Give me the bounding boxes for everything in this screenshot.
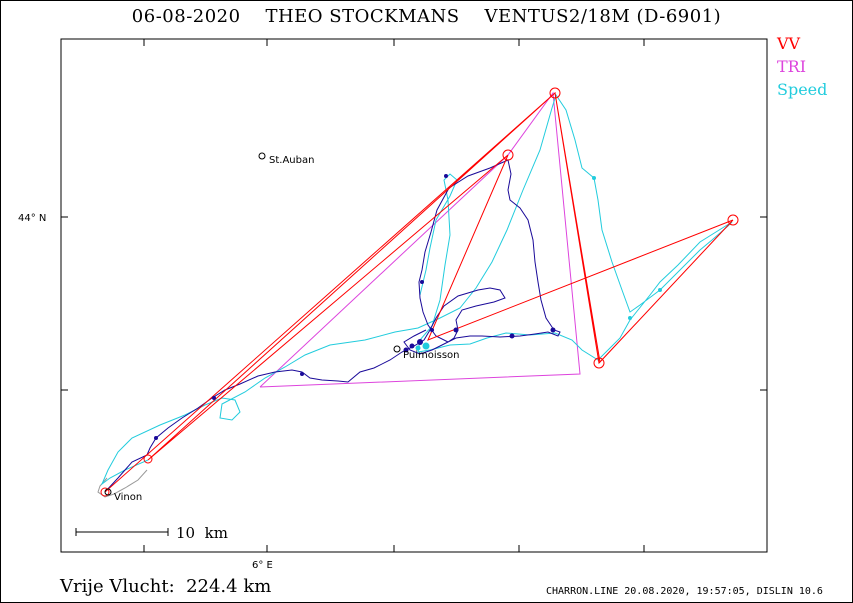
- map-frame: [60, 38, 768, 553]
- turnpoint-4: [593, 357, 605, 369]
- distance-summary: Vrije Vlucht: 224.4 km: [60, 576, 272, 597]
- turnpoint-2: [502, 149, 514, 161]
- speed-markers: [415, 176, 662, 351]
- place-label-st-auban: St.Auban: [269, 155, 314, 166]
- main-track: [104, 159, 561, 493]
- grey-track: [97, 469, 148, 498]
- axis-ticks: [61, 39, 767, 552]
- tri-track: [259, 91, 581, 388]
- longitude-label: 6° E: [252, 560, 273, 571]
- turnpoint-5: [143, 454, 153, 464]
- legend-speed: Speed: [777, 80, 828, 99]
- turnpoint-3: [727, 214, 739, 226]
- latitude-label: 44° N: [18, 213, 46, 224]
- thermal-markers: [154, 174, 556, 440]
- place-marker-puimoisson: [393, 345, 401, 353]
- flight-date: 06-08-2020: [131, 6, 241, 27]
- scale-bar: [75, 528, 169, 536]
- place-marker-st-auban: [258, 152, 266, 160]
- pilot-name: THEO STOCKMANS: [265, 6, 460, 27]
- scale-label: 10 km: [176, 524, 228, 542]
- place-label-vinon: Vinon: [114, 492, 142, 503]
- speed-track: [100, 93, 733, 486]
- place-marker-vinon: [104, 488, 112, 496]
- place-label-puimoisson: Puimoisson: [403, 350, 459, 361]
- credit-line: CHARRON.LINE 20.08.2020, 19:57:05, DISLI…: [546, 586, 823, 597]
- turnpoint-6: [100, 487, 110, 497]
- vv-track: [104, 92, 734, 493]
- turnpoint-markers: [100, 87, 739, 497]
- legend-vv: VV: [777, 34, 801, 53]
- legend-tri: TRI: [777, 57, 807, 76]
- turnpoint-1: [549, 87, 561, 99]
- chart-title: 06-08-2020 THEO STOCKMANS VENTUS2/18M (D…: [0, 6, 853, 27]
- glider-name: VENTUS2/18M (D-6901): [484, 6, 722, 27]
